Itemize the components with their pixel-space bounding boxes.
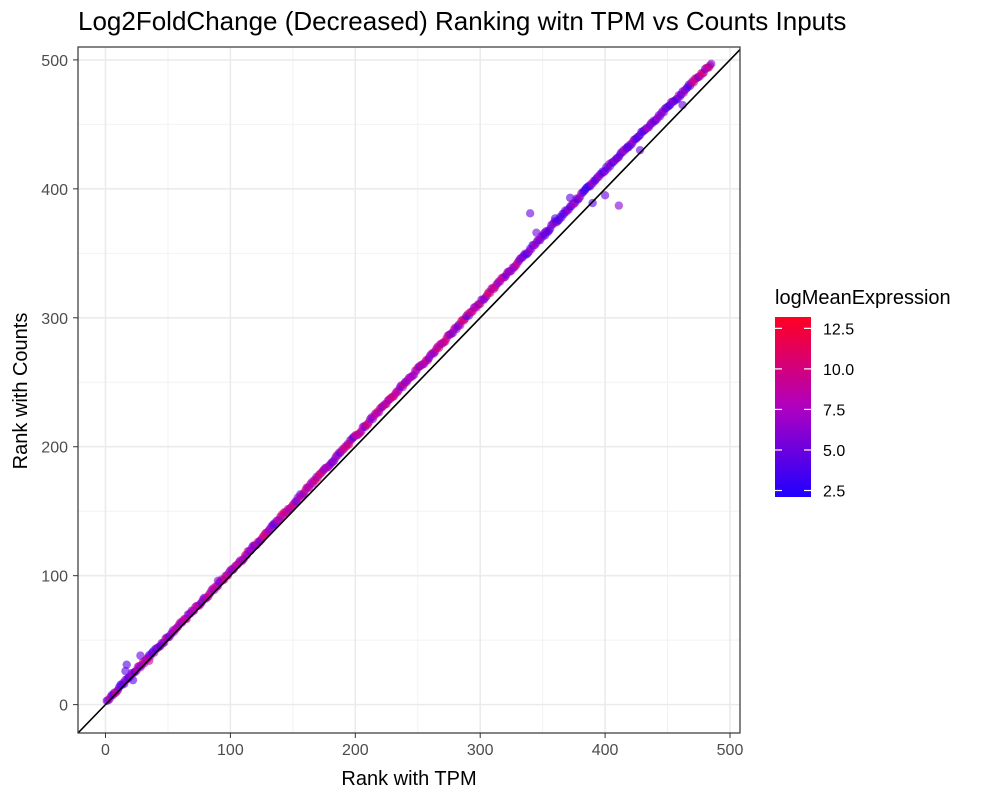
data-point-outlier bbox=[540, 231, 550, 240]
data-point-outlier bbox=[588, 198, 597, 208]
data-point bbox=[707, 59, 716, 69]
data-point-outlier bbox=[213, 576, 223, 586]
y-tick-label: 300 bbox=[41, 311, 68, 328]
legend-title: logMeanExpression bbox=[775, 287, 951, 309]
colorbar-tick-label: 10.0 bbox=[823, 362, 854, 379]
colorbar-tick-label: 7.5 bbox=[823, 402, 845, 419]
data-point-outlier bbox=[635, 145, 645, 155]
plot-border bbox=[77, 46, 741, 734]
x-tick-label: 300 bbox=[467, 742, 494, 759]
y-axis-ticks: 0 100 200 300 400 500 bbox=[41, 53, 78, 715]
colorbar bbox=[775, 317, 811, 497]
x-tick-label: 0 bbox=[101, 742, 110, 759]
plot-frame bbox=[77, 46, 741, 734]
x-tick-label: 500 bbox=[717, 742, 744, 759]
y-tick-label: 0 bbox=[59, 698, 68, 715]
x-axis-ticks: 0 100 200 300 400 500 bbox=[101, 733, 743, 759]
data-point-outlier bbox=[565, 193, 575, 203]
data-point-outlier bbox=[121, 666, 130, 676]
x-tick-label: 400 bbox=[592, 742, 619, 759]
y-tick-label: 500 bbox=[41, 53, 68, 70]
data-point-outlier bbox=[614, 201, 624, 210]
data-point-outlier bbox=[144, 656, 154, 665]
y-axis-title: Rank with Counts bbox=[10, 313, 32, 470]
reference-line bbox=[77, 49, 741, 734]
data-point-outlier bbox=[136, 651, 145, 660]
chart-title: Log2FoldChange (Decreased) Ranking witn … bbox=[78, 6, 846, 36]
data-point-outlier bbox=[525, 209, 535, 218]
colorbar-tick-label: 5.0 bbox=[823, 443, 845, 460]
data-point-outlier bbox=[600, 191, 610, 200]
x-tick-label: 200 bbox=[342, 742, 369, 759]
colorbar-ticks: 2.5 5.0 7.5 10.0 12.5 bbox=[775, 321, 854, 501]
colorbar-tick-label: 2.5 bbox=[823, 484, 845, 501]
x-axis-title: Rank with TPM bbox=[341, 768, 476, 790]
data-point-outlier bbox=[623, 143, 632, 152]
colorbar-tick-label: 12.5 bbox=[823, 321, 854, 338]
x-tick-label: 100 bbox=[217, 742, 244, 759]
y-tick-label: 200 bbox=[41, 440, 68, 457]
data-point-outlier bbox=[550, 214, 560, 223]
data-point-outlier bbox=[122, 660, 131, 669]
y-tick-label: 400 bbox=[41, 182, 68, 199]
reference-line-group bbox=[77, 49, 741, 734]
y-tick-label: 100 bbox=[41, 569, 68, 586]
grid-lines bbox=[78, 47, 740, 733]
data-point-outlier bbox=[532, 228, 541, 237]
